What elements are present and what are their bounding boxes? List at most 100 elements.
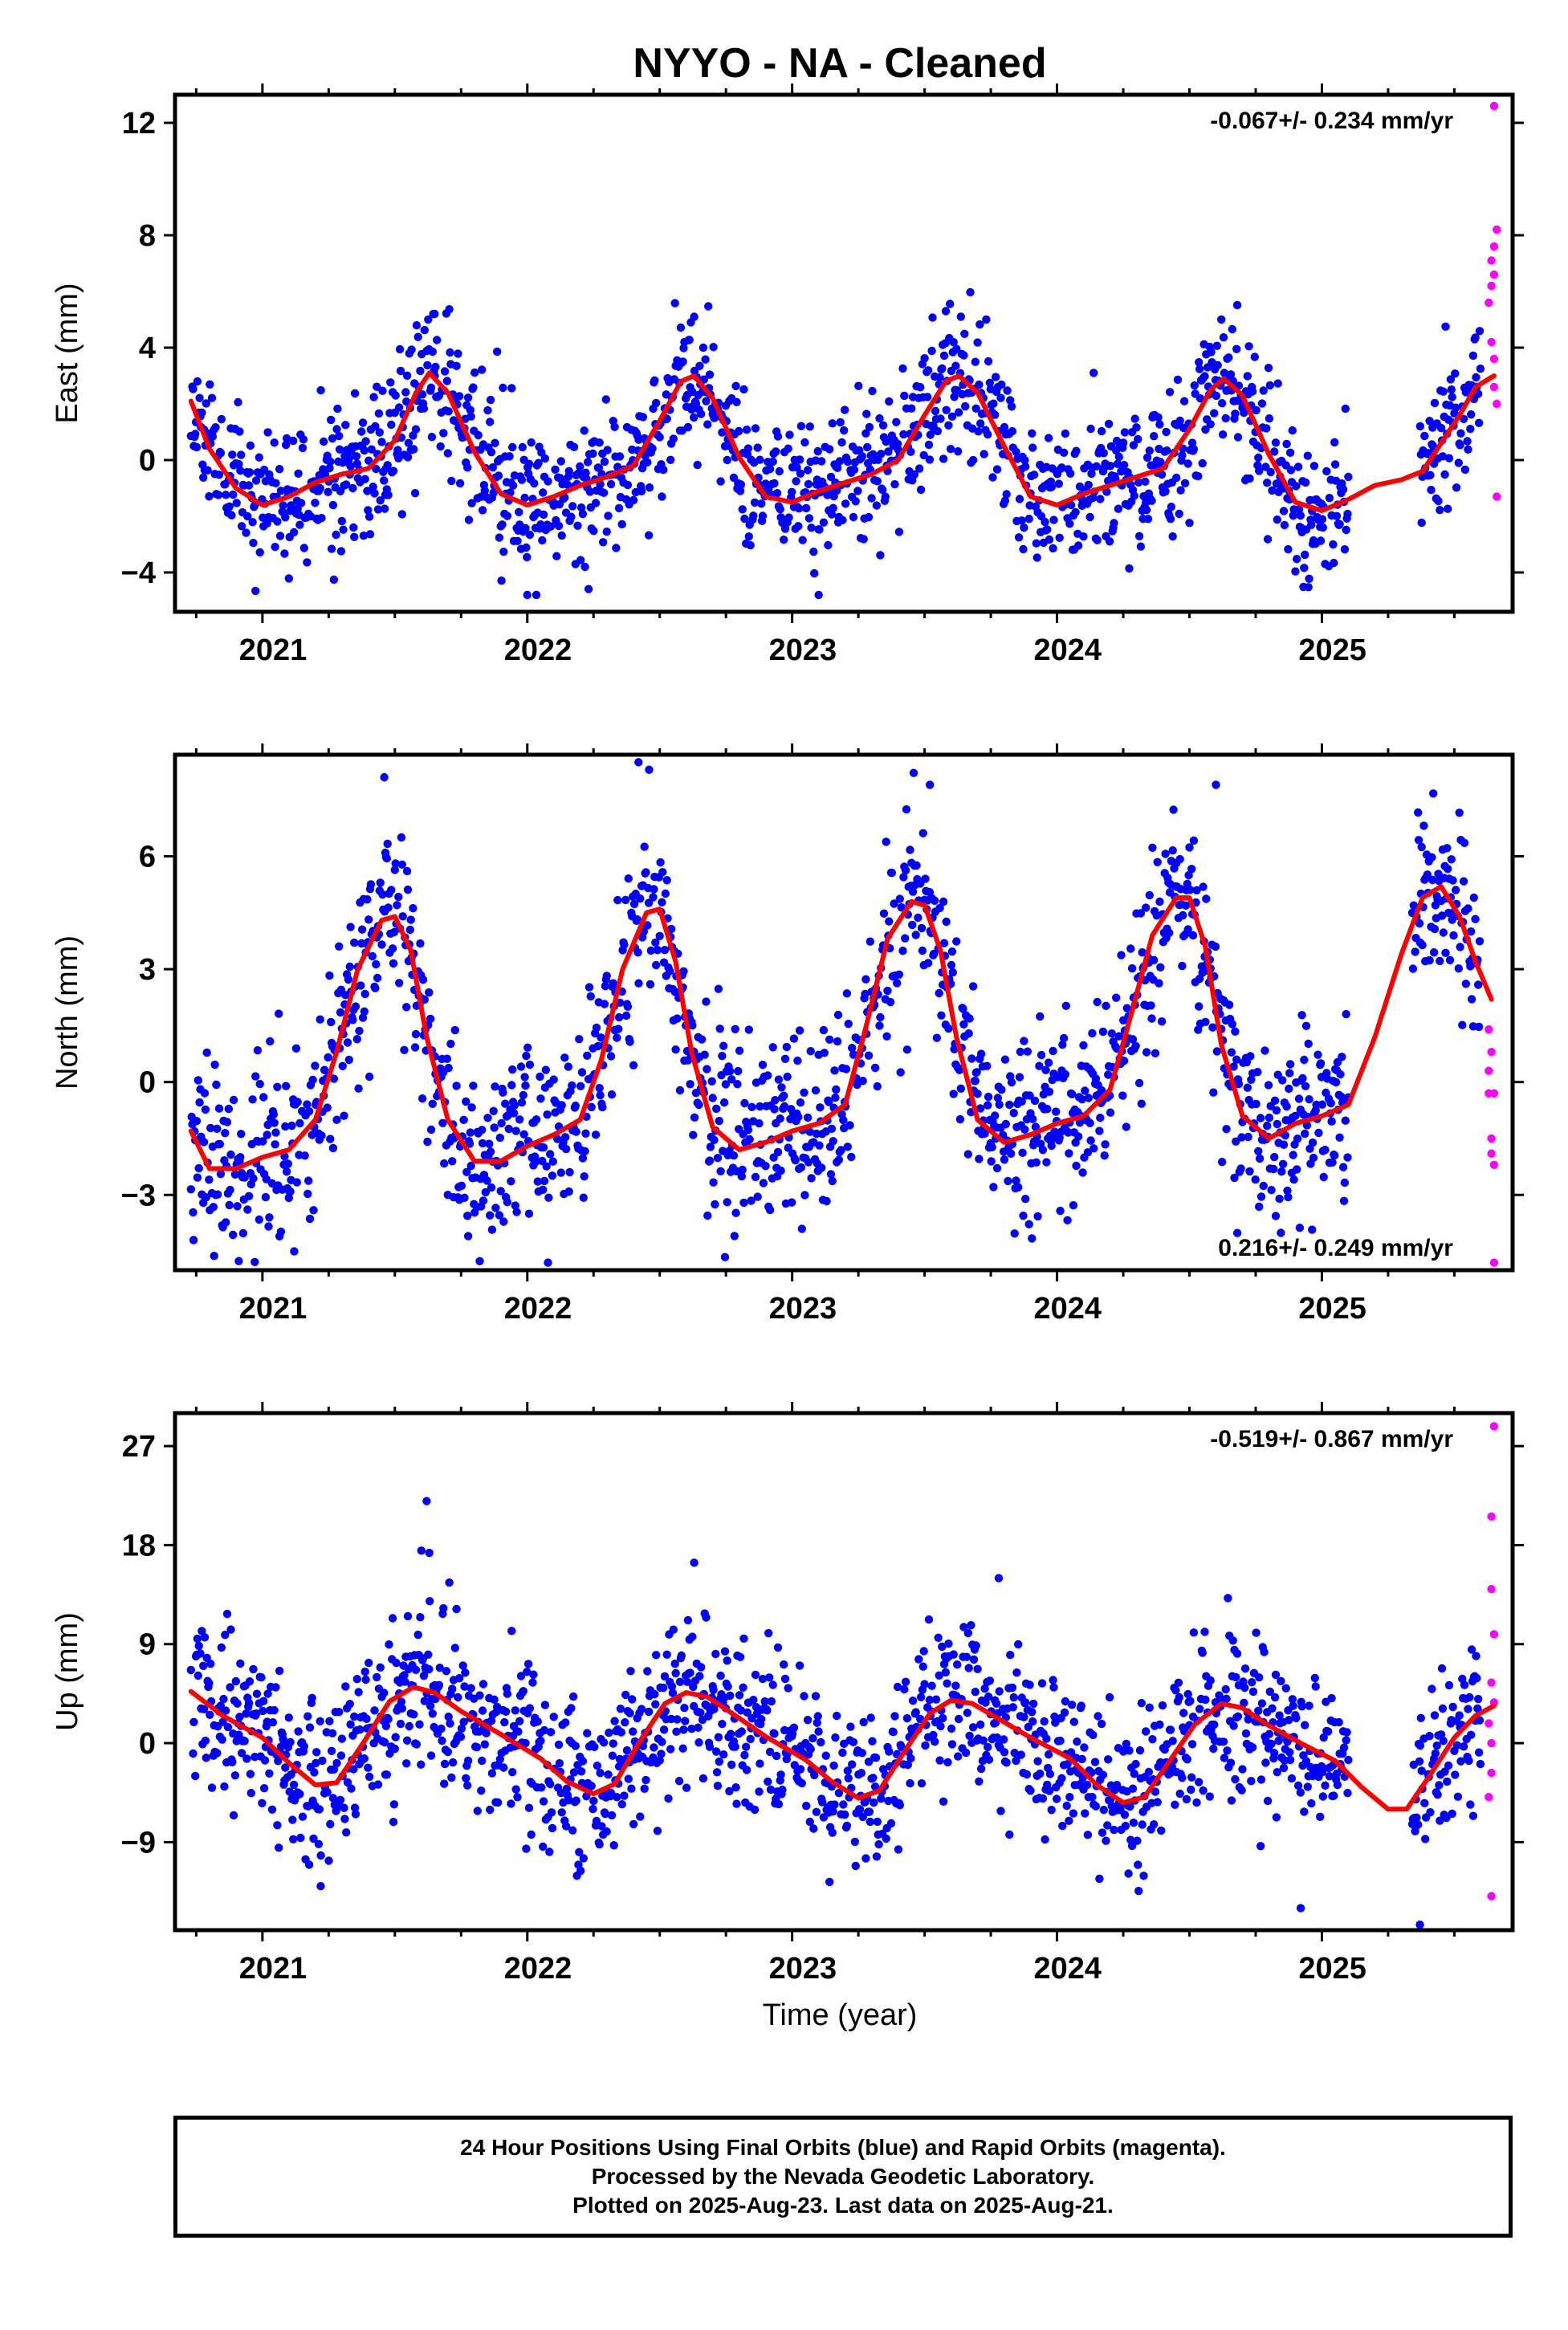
- east-final-point: [417, 390, 427, 399]
- north-final-point: [1331, 1077, 1341, 1087]
- up-final-point: [1049, 1676, 1057, 1684]
- north-final-point: [870, 1063, 880, 1073]
- north-final-point: [1042, 1158, 1051, 1167]
- up-final-point: [1103, 1821, 1112, 1830]
- east-final-point: [662, 414, 671, 423]
- north-final-point: [1155, 897, 1164, 906]
- up-final-point: [716, 1671, 725, 1680]
- up-final-point: [1416, 1713, 1426, 1722]
- up-final-point: [251, 1709, 261, 1718]
- east-final-point: [1475, 327, 1485, 336]
- up-final-point: [1339, 1743, 1349, 1752]
- caption-box: 24 Hour Positions Using Final Orbits (bl…: [173, 2116, 1513, 2238]
- up-final-point: [450, 1644, 459, 1652]
- east-final-point: [263, 428, 272, 437]
- east-final-point: [841, 499, 850, 508]
- north-final-point: [1064, 1128, 1073, 1137]
- east-final-point: [280, 549, 289, 558]
- up-final-point: [222, 1609, 232, 1619]
- up-final-point: [1453, 1792, 1463, 1801]
- east-final-point: [363, 487, 372, 495]
- up-final-point: [222, 1706, 230, 1715]
- up-final-point: [1437, 1664, 1447, 1673]
- east-final-point: [424, 315, 433, 324]
- up-final-point: [1451, 1770, 1460, 1779]
- up-final-point: [569, 1768, 579, 1777]
- east-final-point: [364, 506, 373, 515]
- north-final-point: [316, 1015, 324, 1024]
- north-rapid-point: [1487, 1048, 1496, 1057]
- north-final-point: [828, 1176, 837, 1186]
- up-final-point: [482, 1729, 491, 1737]
- east-final-point: [494, 471, 503, 480]
- north-final-point: [325, 971, 334, 980]
- east-final-point: [1175, 509, 1184, 519]
- east-final-point: [380, 476, 389, 485]
- east-final-point: [740, 514, 749, 523]
- up-final-point: [954, 1752, 963, 1761]
- up-final-point: [193, 1671, 202, 1680]
- north-final-point: [1181, 901, 1191, 910]
- up-final-point: [964, 1664, 973, 1672]
- east-final-point: [208, 432, 218, 441]
- up-final-point: [480, 1740, 489, 1749]
- north-final-point: [214, 1190, 222, 1199]
- north-final-point: [418, 976, 428, 984]
- north-final-point: [737, 1171, 746, 1181]
- north-final-point: [383, 839, 392, 849]
- north-final-point: [539, 1143, 548, 1152]
- east-final-point: [859, 535, 868, 544]
- north-final-point: [266, 1037, 275, 1046]
- north-final-point: [1273, 1119, 1282, 1129]
- east-final-point: [336, 547, 346, 556]
- up-final-point: [452, 1604, 461, 1614]
- up-final-point: [938, 1642, 947, 1652]
- up-final-point: [643, 1667, 652, 1676]
- north-final-point: [287, 1121, 296, 1130]
- up-final-point: [329, 1765, 339, 1774]
- north-x-tick-label: 2024: [1033, 1292, 1102, 1326]
- east-final-point: [814, 590, 823, 600]
- north-final-point: [1188, 931, 1198, 940]
- north-final-point: [1308, 1138, 1318, 1147]
- east-final-point: [875, 413, 884, 423]
- east-final-point: [403, 453, 413, 462]
- north-final-point: [1078, 1168, 1087, 1177]
- north-final-point: [270, 1118, 279, 1127]
- up-final-point: [694, 1723, 703, 1732]
- east-final-point: [1028, 429, 1037, 438]
- east-final-point: [523, 552, 531, 562]
- north-final-point: [1061, 1001, 1071, 1011]
- up-final-point: [1261, 1758, 1270, 1767]
- north-final-point: [273, 1082, 282, 1092]
- east-final-point: [374, 409, 384, 418]
- east-final-point: [1440, 470, 1449, 479]
- east-final-point: [367, 445, 376, 454]
- east-final-point: [1330, 438, 1339, 447]
- east-final-point: [332, 530, 340, 540]
- east-final-point: [679, 344, 688, 352]
- up-final-point: [332, 1758, 341, 1768]
- east-final-point: [1176, 486, 1185, 495]
- north-final-point: [694, 1100, 703, 1110]
- up-final-point: [1268, 1704, 1277, 1713]
- east-final-point: [946, 299, 955, 308]
- east-final-point: [1289, 511, 1297, 520]
- north-final-point: [1067, 1090, 1077, 1099]
- up-final-point: [1029, 1699, 1038, 1709]
- up-final-point: [328, 1729, 337, 1737]
- east-final-point: [1257, 399, 1267, 408]
- up-final-point: [1252, 1628, 1261, 1637]
- up-final-point: [1189, 1628, 1199, 1637]
- north-final-point: [803, 1113, 813, 1122]
- north-final-point: [777, 1083, 786, 1092]
- up-final-point: [1319, 1733, 1328, 1742]
- east-final-point: [899, 430, 908, 439]
- north-final-point: [1414, 836, 1423, 845]
- north-final-point: [959, 1020, 968, 1029]
- north-final-point: [243, 1205, 252, 1214]
- north-final-point: [402, 1003, 411, 1012]
- east-final-point: [742, 426, 751, 434]
- north-final-point: [708, 1094, 717, 1102]
- up-final-point: [681, 1717, 690, 1725]
